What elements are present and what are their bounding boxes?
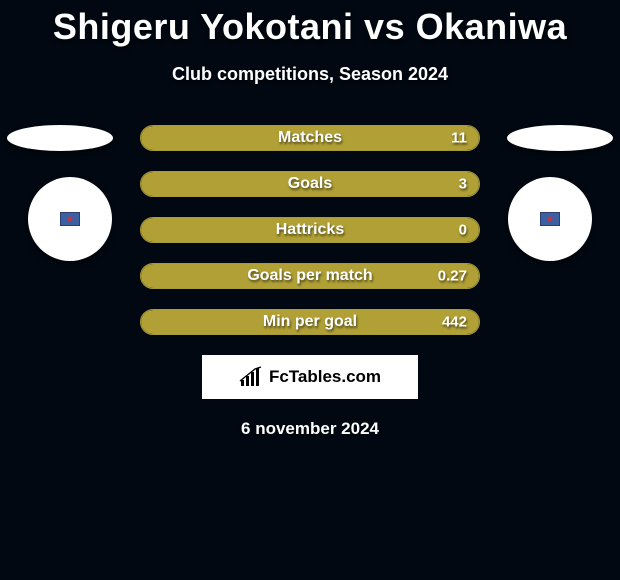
player-right-ellipse [507,125,613,151]
comparison-chart: Matches 11 Goals 3 Hattricks 0 Goals per… [0,125,620,439]
stat-fill [141,218,479,242]
flag-icon [540,212,560,226]
page-title: Shigeru Yokotani vs Okaniwa [0,0,620,48]
stat-row: Matches 11 [140,125,480,151]
stat-value: 442 [442,314,467,331]
stat-row: Hattricks 0 [140,217,480,243]
brand-text: FcTables.com [269,367,381,387]
player-left-ellipse [7,125,113,151]
stat-value: 0 [459,222,467,239]
stat-row: Min per goal 442 [140,309,480,335]
player-right-flag-badge [508,177,592,261]
stat-fill [141,172,479,196]
stat-bars: Matches 11 Goals 3 Hattricks 0 Goals per… [140,125,480,335]
stat-row: Goals 3 [140,171,480,197]
stat-row: Goals per match 0.27 [140,263,480,289]
snapshot-date: 6 november 2024 [0,419,620,439]
stat-fill [141,126,479,150]
brand-bars-icon [239,366,265,388]
stat-value: 11 [451,130,467,147]
flag-icon [60,212,80,226]
stat-fill [141,310,479,334]
brand-banner: FcTables.com [202,355,418,399]
player-left-flag-badge [28,177,112,261]
stat-fill [141,264,479,288]
stat-value: 3 [459,176,467,193]
page-subtitle: Club competitions, Season 2024 [0,64,620,85]
stat-value: 0.27 [438,268,467,285]
